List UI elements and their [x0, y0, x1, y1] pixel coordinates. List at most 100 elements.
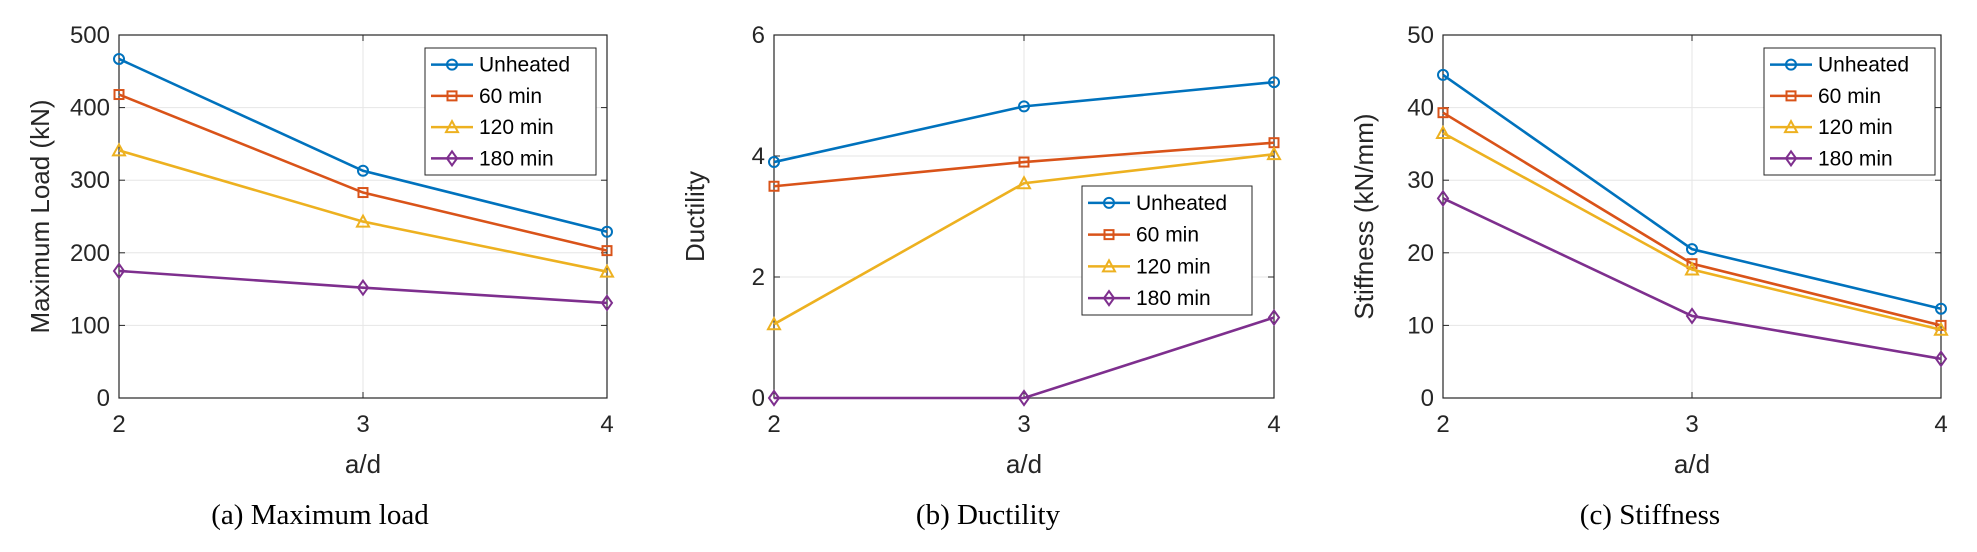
- x-tick-label: 3: [356, 411, 369, 438]
- y-tick-label: 4: [752, 143, 765, 170]
- series-1: [768, 76, 1280, 169]
- x-tick-label: 2: [112, 411, 125, 438]
- x-axis-label: a/d: [1674, 449, 1710, 479]
- y-axis-label: Stiffness (kN/mm): [1349, 113, 1379, 319]
- y-tick-label: 40: [1407, 95, 1434, 122]
- data-point: [113, 89, 125, 101]
- x-tick-label: 2: [1436, 411, 1449, 438]
- data-point: [112, 262, 126, 280]
- y-tick-label: 20: [1407, 240, 1434, 267]
- legend-label: 60 min: [479, 85, 542, 108]
- y-tick-label: 400: [70, 95, 110, 122]
- series-3: [766, 146, 1282, 331]
- data-point: [355, 213, 371, 228]
- data-point: [1685, 307, 1699, 325]
- legend-label: 120 min: [1136, 255, 1211, 278]
- data-point: [766, 316, 782, 331]
- series-2: [768, 137, 1280, 192]
- series-line: [118, 269, 608, 305]
- series-line: [773, 141, 1275, 188]
- data-point: [357, 164, 369, 177]
- legend-marker: [1103, 196, 1115, 209]
- data-point: [113, 52, 125, 65]
- series-1: [1437, 68, 1947, 315]
- x-tick-label: 4: [1934, 411, 1947, 438]
- series-line: [118, 93, 608, 252]
- data-point: [1934, 350, 1948, 368]
- y-tick-label: 500: [70, 22, 110, 49]
- data-point: [111, 142, 127, 157]
- legend-marker: [1103, 229, 1115, 241]
- series-2: [113, 89, 613, 257]
- legend-label: 120 min: [1818, 116, 1893, 139]
- y-tick-label: 100: [70, 312, 110, 339]
- series-line: [118, 149, 608, 273]
- legend-label: 180 min: [479, 147, 554, 170]
- y-tick-label: 200: [70, 240, 110, 267]
- data-point: [1266, 146, 1282, 161]
- data-point: [1933, 321, 1949, 336]
- y-tick-label: 0: [97, 385, 110, 412]
- legend-label: 120 min: [479, 116, 554, 139]
- data-point: [768, 180, 780, 192]
- series-line: [1442, 131, 1942, 332]
- data-point: [1017, 389, 1031, 407]
- series-4: [1436, 189, 1948, 368]
- data-point: [768, 156, 780, 169]
- y-tick-label: 0: [752, 385, 765, 412]
- legend-marker: [1101, 258, 1117, 273]
- data-point: [1935, 302, 1947, 315]
- legend-label: 180 min: [1136, 287, 1211, 310]
- legend-label: Unheated: [479, 54, 570, 77]
- data-point: [1437, 68, 1449, 81]
- legend-label: 180 min: [1818, 147, 1893, 170]
- legend-marker: [446, 58, 458, 71]
- series-4: [112, 262, 614, 312]
- data-point: [601, 225, 613, 238]
- legend-label: 60 min: [1818, 85, 1881, 108]
- data-point: [600, 294, 614, 312]
- legend-marker: [444, 119, 460, 134]
- y-tick-label: 30: [1407, 167, 1434, 194]
- series-line: [118, 57, 608, 234]
- x-axis-label: a/d: [1006, 449, 1042, 479]
- series-line: [1442, 73, 1942, 310]
- data-point: [356, 278, 370, 297]
- x-tick-label: 4: [1267, 411, 1280, 438]
- x-tick-label: 2: [767, 411, 780, 438]
- data-point: [599, 263, 615, 278]
- series-3: [111, 142, 615, 278]
- panel-caption: (c) Stiffness: [1580, 499, 1720, 531]
- data-point: [1016, 175, 1032, 190]
- legend: Unheated 60 min 120 min 180 min: [424, 47, 597, 176]
- series-line: [773, 80, 1275, 164]
- y-tick-label: 2: [752, 264, 765, 291]
- series-4: [767, 308, 1281, 407]
- data-point: [1935, 319, 1947, 331]
- data-point: [1435, 124, 1451, 140]
- legend-marker: [1785, 58, 1797, 71]
- y-axis-label: Ductility: [680, 171, 710, 262]
- data-point: [1018, 100, 1030, 113]
- data-point: [601, 245, 613, 257]
- series-3: [1435, 124, 1949, 336]
- y-tick-label: 6: [752, 22, 765, 49]
- y-tick-label: 10: [1407, 312, 1434, 339]
- data-point: [357, 187, 369, 199]
- data-point: [1018, 156, 1030, 168]
- data-point: [1684, 261, 1700, 276]
- panel-caption: (b) Ductility: [916, 499, 1061, 531]
- chart-panel-1: 0 100 200 300 400 500 2 3 4 a/d Maximum Load (kN) U…: [25, 22, 615, 531]
- data-point: [1268, 76, 1280, 89]
- data-point: [1437, 107, 1449, 119]
- legend-marker: [1783, 119, 1799, 134]
- legend: Unheated 60 min 120 min 180 min: [1763, 47, 1936, 176]
- legend-label: Unheated: [1818, 54, 1909, 77]
- legend-label: 60 min: [1136, 224, 1199, 247]
- y-tick-label: 50: [1407, 22, 1434, 49]
- legend-marker: [446, 90, 458, 102]
- data-point: [1267, 308, 1281, 327]
- x-axis-label: a/d: [345, 449, 381, 479]
